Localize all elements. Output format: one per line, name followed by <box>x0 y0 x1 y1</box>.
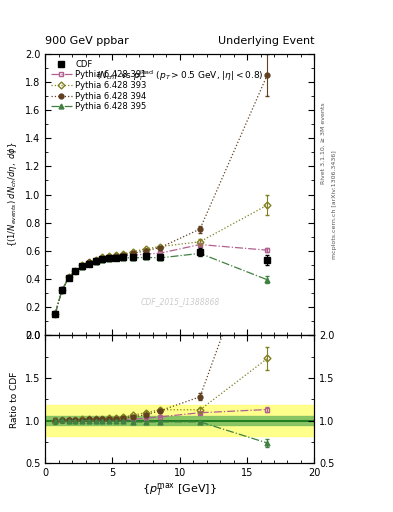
Bar <box>45 406 314 436</box>
X-axis label: $\{p_T^{\rm max}\ [\rm GeV]\}$: $\{p_T^{\rm max}\ [\rm GeV]\}$ <box>142 481 217 498</box>
Text: CDF_2015_I1388868: CDF_2015_I1388868 <box>140 297 219 306</box>
Text: Underlying Event: Underlying Event <box>218 36 314 46</box>
Text: mcplots.cern.ch [arXiv:1306.3436]: mcplots.cern.ch [arXiv:1306.3436] <box>332 151 337 259</box>
Bar <box>45 416 314 425</box>
Legend: CDF, Pythia 6.428 391, Pythia 6.428 393, Pythia 6.428 394, Pythia 6.428 395: CDF, Pythia 6.428 391, Pythia 6.428 393,… <box>48 56 150 115</box>
Text: $\langle N_{ch}\rangle$ vs $p_T^{\rm lead}$ ($p_T > 0.5$ GeV, $|\eta| < 0.8$): $\langle N_{ch}\rangle$ vs $p_T^{\rm lea… <box>96 68 264 83</box>
Y-axis label: $\{(1/N_{events})\ dN_{ch}/d\eta,\ d\phi\}$: $\{(1/N_{events})\ dN_{ch}/d\eta,\ d\phi… <box>6 142 19 247</box>
Text: 900 GeV ppbar: 900 GeV ppbar <box>45 36 129 46</box>
Text: Rivet 3.1.10, ≥ 3M events: Rivet 3.1.10, ≥ 3M events <box>320 102 325 184</box>
Y-axis label: Ratio to CDF: Ratio to CDF <box>10 371 19 428</box>
